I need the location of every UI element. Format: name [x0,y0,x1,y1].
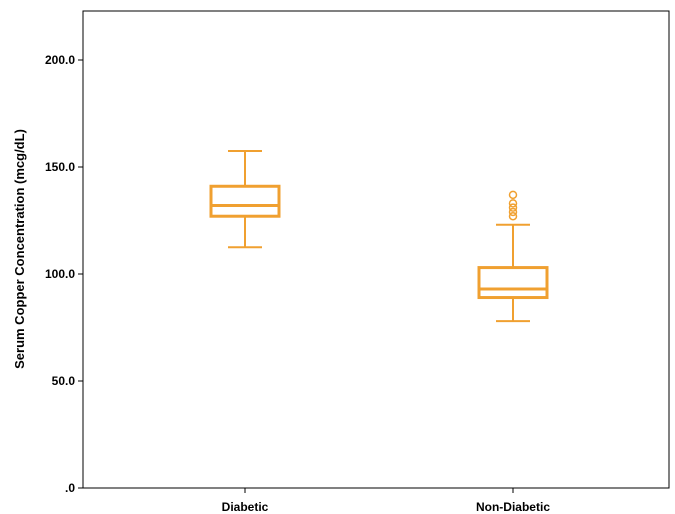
box-diabetic [209,149,281,249]
outlier-point [508,207,518,217]
outlier-point [508,199,518,208]
y-tick-label: 50.0 [52,374,76,388]
outlier-point [508,211,518,221]
box-series [209,149,549,323]
x-tick-label: Non-Diabetic [476,500,550,514]
plot-area [82,10,670,489]
y-tick-label: 150.0 [45,160,75,174]
x-tick-label: Diabetic [222,500,269,514]
x-axis-ticks: Diabetic Non-Diabetic [222,488,550,514]
outlier-point [508,190,518,200]
y-tick-label: 100.0 [45,267,75,281]
y-axis-ticks: .0 50.0 100.0 150.0 200.0 [45,53,83,495]
interquartile-box [209,184,281,218]
box-non-diabetic [477,190,549,323]
y-tick-label: .0 [65,481,75,495]
y-tick-label: 200.0 [45,53,75,67]
outlier-point [508,203,518,212]
interquartile-box [477,266,549,300]
y-axis-title: Serum Copper Concentration (mcg/dL) [12,129,27,369]
